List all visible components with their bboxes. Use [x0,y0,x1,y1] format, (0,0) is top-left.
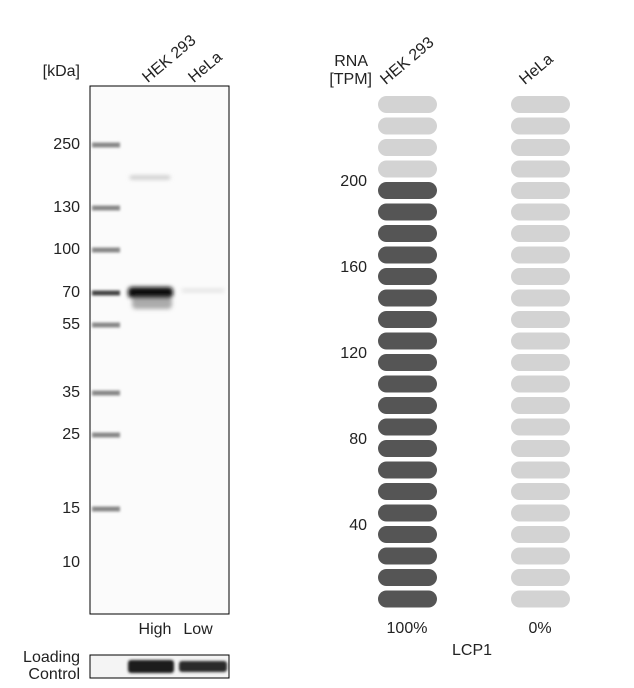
ladder-band [92,322,120,328]
marker-label: 100 [53,241,80,258]
ladder-band [92,506,120,512]
rna-tick-label: 160 [340,259,367,276]
rna-bar [511,225,570,242]
rna-bar [378,246,437,264]
ladder-band [92,390,120,396]
marker-label: 70 [62,284,80,301]
lane-label: HeLa [185,49,225,87]
sample-label: HeLa [516,51,556,89]
rna-bar [511,117,570,135]
rna-bar [511,461,570,479]
rna-bar [511,483,570,500]
rna-bar [378,590,437,608]
rna-bar [378,418,437,436]
rna-tick-label: 40 [349,517,367,534]
level-label: High [139,621,172,638]
level-label: Low [183,621,213,638]
rna-bar [511,504,570,522]
ladder-band [92,290,120,296]
rna-bar [511,96,570,113]
marker-label: 55 [62,316,80,333]
gene-label: LCP1 [452,642,492,659]
marker-label: 25 [62,426,80,443]
rna-bars [378,96,570,608]
rna-axis-label: RNA [334,53,368,70]
marker-label: 35 [62,384,80,401]
rna-bar [378,504,437,522]
rna-bar [511,311,570,328]
rna-bar [511,569,570,586]
rna-bar [378,203,437,221]
rna-axis-label: [TPM] [329,71,372,88]
rna-tick-label: 120 [340,345,367,362]
marker-label: 250 [53,136,80,153]
rna-bar [378,547,437,565]
rna-bar [511,418,570,436]
rna-bar [378,483,437,500]
rna-bar [511,203,570,221]
rna-bar [511,590,570,608]
rna-bar [378,569,437,586]
ladder [92,142,120,512]
rna-bar [378,397,437,414]
rna-bar [378,311,437,328]
rna-bar [378,268,437,285]
rna-bar [511,160,570,178]
blot-frame [89,85,230,615]
sample-label: HEK 293 [377,34,437,88]
ladder-band [92,247,120,253]
rna-bar [378,289,437,307]
rna-bar [511,139,570,156]
ladder-band [92,205,120,211]
rna-tick-label: 80 [349,431,367,448]
rna-bar [378,354,437,371]
marker-label: 15 [62,500,80,517]
ladder-band [92,142,120,148]
marker-label: 10 [62,554,80,571]
rna-bar [378,117,437,135]
rna-bar [378,461,437,479]
rna-bar [378,160,437,178]
blot-bands [128,176,224,309]
rna-bar [378,182,437,199]
marker-label: 130 [53,199,80,216]
rna-bar [511,440,570,457]
rna-bar [511,289,570,307]
percentage: 100% [387,620,428,637]
rna-bar [511,182,570,199]
loading-bands [128,660,227,673]
rna-bar [511,375,570,393]
rna-bar [378,225,437,242]
loading-label: Control [28,666,80,683]
rna-bar [511,354,570,371]
rna-bar [511,268,570,285]
rna-bar [511,547,570,565]
rna-bar [378,440,437,457]
rna-bar [378,375,437,393]
rna-bar [378,332,437,350]
loading-label: Loading [23,649,80,666]
rna-bar [378,139,437,156]
rna-bar [378,526,437,543]
rna-tick-label: 200 [340,173,367,190]
percentage: 0% [528,620,551,637]
unit-label: [kDa] [43,63,80,80]
ladder-band [92,432,120,438]
rna-bar [511,526,570,543]
rna-bar [511,397,570,414]
rna-bar [511,246,570,264]
rna-bar [378,96,437,113]
rna-bar [511,332,570,350]
